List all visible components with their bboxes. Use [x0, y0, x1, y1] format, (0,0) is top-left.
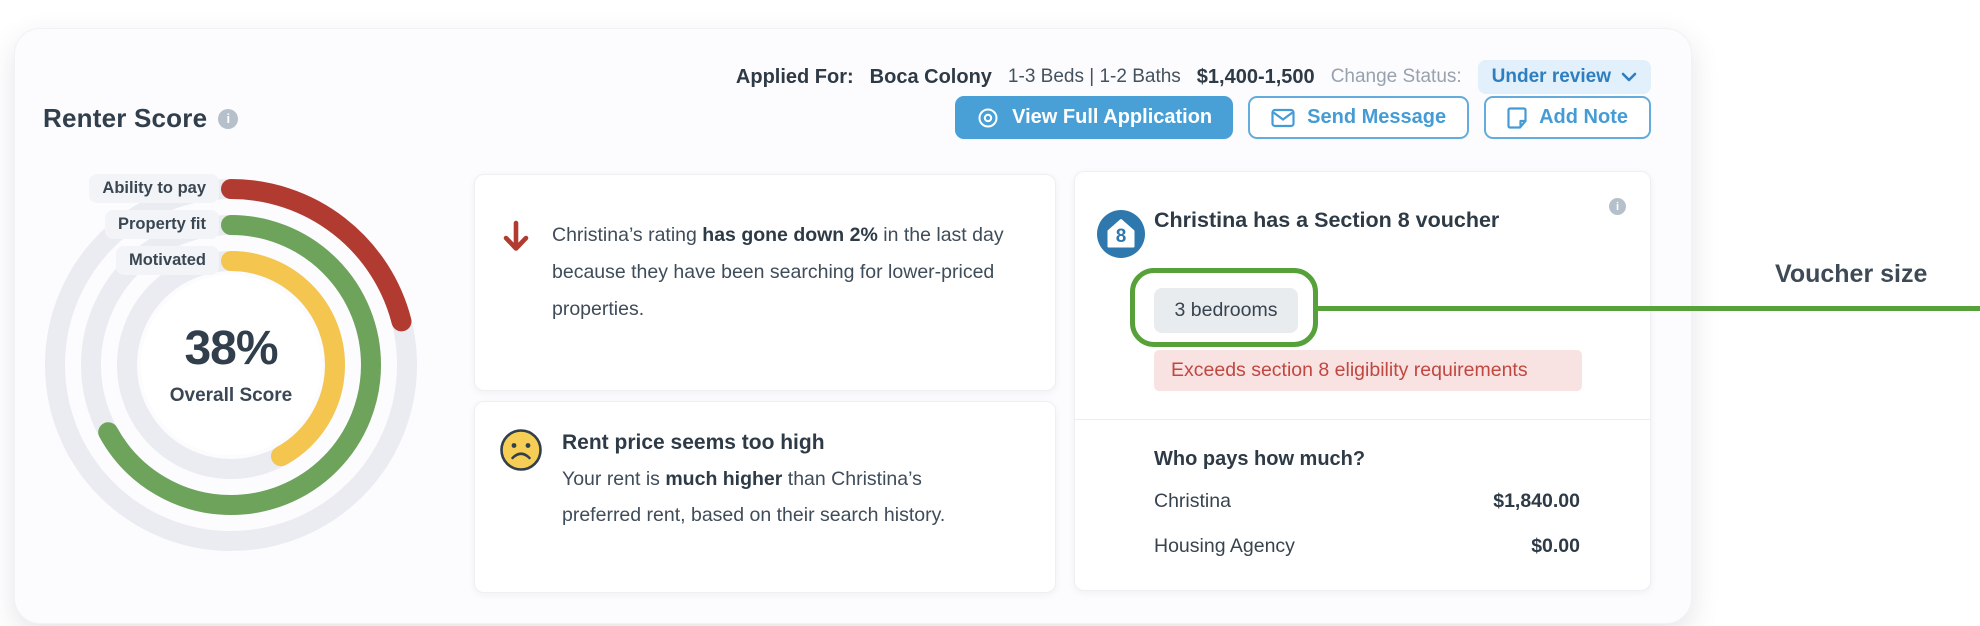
- divider: [1075, 419, 1650, 420]
- gauge-center: 38% Overall Score: [41, 321, 421, 407]
- payer-row: Housing Agency $0.00: [1154, 535, 1580, 558]
- add-note-label: Add Note: [1539, 106, 1628, 128]
- insight-text: Your rent is much higher than Christina’…: [562, 468, 946, 526]
- insight-text: Christina’s rating has gone down 2% in t…: [552, 224, 1004, 320]
- actions-row: View Full Application Send Message Add N…: [955, 96, 1651, 139]
- sad-face-icon: [500, 429, 542, 471]
- voucher-annotation-line: [1318, 306, 1980, 311]
- beds-baths: 1-3 Beds | 1-2 Baths: [1007, 66, 1181, 87]
- voucher-size-chip: 3 bedrooms: [1154, 288, 1298, 333]
- gauge-arc-motivated: [117, 251, 345, 479]
- insight-card-rent-too-high: Rent price seems too high Your rent is m…: [474, 401, 1056, 593]
- page-title: Renter Score: [43, 103, 208, 133]
- payer-row: Christina $1,840.00: [1154, 490, 1580, 513]
- add-note-button[interactable]: Add Note: [1484, 96, 1651, 139]
- insight-title: Rent price seems too high: [562, 431, 825, 454]
- svg-text:8: 8: [1116, 226, 1127, 247]
- envelope-icon: [1271, 108, 1295, 127]
- overall-score-value: 38%: [184, 322, 278, 375]
- info-icon[interactable]: i: [218, 108, 239, 129]
- insight-body: Rent price seems too high Your rent is m…: [562, 428, 1002, 592]
- gauge-arc-property-fit: [81, 215, 381, 515]
- ring-labels: Ability to pay Property fit Motivated: [55, 174, 219, 275]
- view-full-application-label: View Full Application: [1012, 106, 1213, 128]
- info-icon[interactable]: i: [1609, 198, 1626, 215]
- insight-card-rating-drop: Christina’s rating has gone down 2% in t…: [474, 174, 1056, 391]
- overall-score-label: Overall Score: [169, 385, 293, 406]
- voucher-annotation-box: [1130, 268, 1318, 347]
- send-message-button[interactable]: Send Message: [1248, 96, 1470, 139]
- application-header: Applied For: Boca Colony 1-3 Beds | 1-2 …: [736, 59, 1651, 95]
- note-icon: [1507, 106, 1527, 129]
- section8-card: 8 Christina has a Section 8 voucher i 3 …: [1074, 171, 1651, 591]
- payer-amount: $0.00: [1531, 535, 1580, 557]
- status-dropdown[interactable]: Under review: [1477, 60, 1651, 94]
- send-message-label: Send Message: [1307, 106, 1447, 128]
- payer-amount: $1,840.00: [1493, 490, 1580, 512]
- eye-icon: [978, 108, 998, 127]
- trend-down-icon: [503, 220, 529, 251]
- ring-label-ability-to-pay: Ability to pay: [89, 174, 219, 203]
- eligibility-warning-banner: Exceeds section 8 eligibility requiremen…: [1154, 350, 1582, 391]
- ring-label-property-fit: Property fit: [104, 210, 219, 239]
- price-range: $1,400-1,500: [1196, 65, 1315, 88]
- voucher-annotation-label: Voucher size: [1775, 260, 1928, 288]
- status-value: Under review: [1491, 66, 1611, 87]
- renter-score-gauge: 38% Overall Score: [41, 175, 421, 555]
- who-pays-title: Who pays how much?: [1154, 448, 1366, 470]
- property-name: Boca Colony: [869, 65, 992, 88]
- ring-label-motivated: Motivated: [115, 246, 219, 275]
- payer-name: Christina: [1154, 490, 1231, 512]
- title-row: Renter Score i: [43, 103, 239, 134]
- payer-name: Housing Agency: [1154, 535, 1295, 557]
- section8-title: Christina has a Section 8 voucher: [1154, 208, 1500, 232]
- gauge-rings: [45, 179, 417, 551]
- gauge-arc-ability-to-pay: [45, 179, 417, 551]
- applied-for-label: Applied For:: [735, 65, 854, 88]
- change-status-label: Change Status:: [1330, 66, 1462, 87]
- renter-score-panel: Applied For: Boca Colony 1-3 Beds | 1-2 …: [14, 28, 1692, 624]
- section8-icon: 8: [1097, 210, 1145, 258]
- view-full-application-button[interactable]: View Full Application: [955, 96, 1234, 139]
- gauge-center-disc: [141, 275, 321, 455]
- chevron-down-icon: [1621, 72, 1637, 82]
